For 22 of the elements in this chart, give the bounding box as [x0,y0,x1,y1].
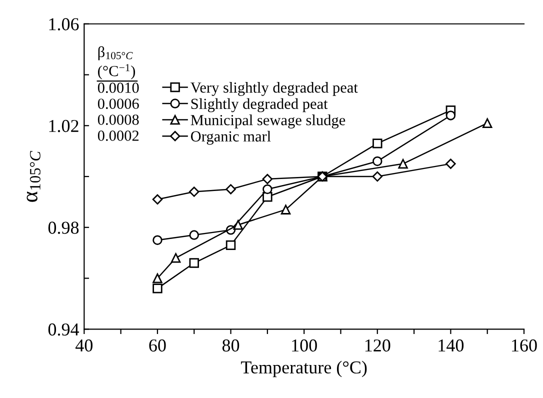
x-axis-title: Temperature (°C) [241,360,367,378]
annotation: 0.0008 [98,114,139,125]
legend-label: Municipal sewage sludge [190,114,346,128]
annotation: 0.0002 [98,130,139,141]
x-tick-label: 60 [149,339,166,352]
y-axis-title: α$_{105°C}$ [26,150,40,202]
x-tick-label: 80 [222,339,240,352]
x-tick-label: 120 [365,339,390,352]
x-tick-label: 140 [438,339,464,352]
legend-label: Slightly degraded peat [191,98,328,112]
y-tick-label: 1.02 [49,120,78,132]
legend-label: Very slightly degraded peat [190,82,358,96]
y-tick-label: 1.06 [49,18,79,30]
annotation: 0.0006 [98,98,139,109]
legend-label: Organic marl [190,130,271,145]
y-tick-label: 0.94 [48,323,80,336]
x-tick-label: 100 [292,339,317,352]
y-tick-label: 0.98 [48,222,79,234]
annotation: 0.0010 [98,82,139,93]
legend-title: β$_{105°C}$ (°C$^{−1}$) [98,46,136,80]
x-tick-label: 160 [512,339,537,352]
x-tick-label: 40 [75,339,93,352]
